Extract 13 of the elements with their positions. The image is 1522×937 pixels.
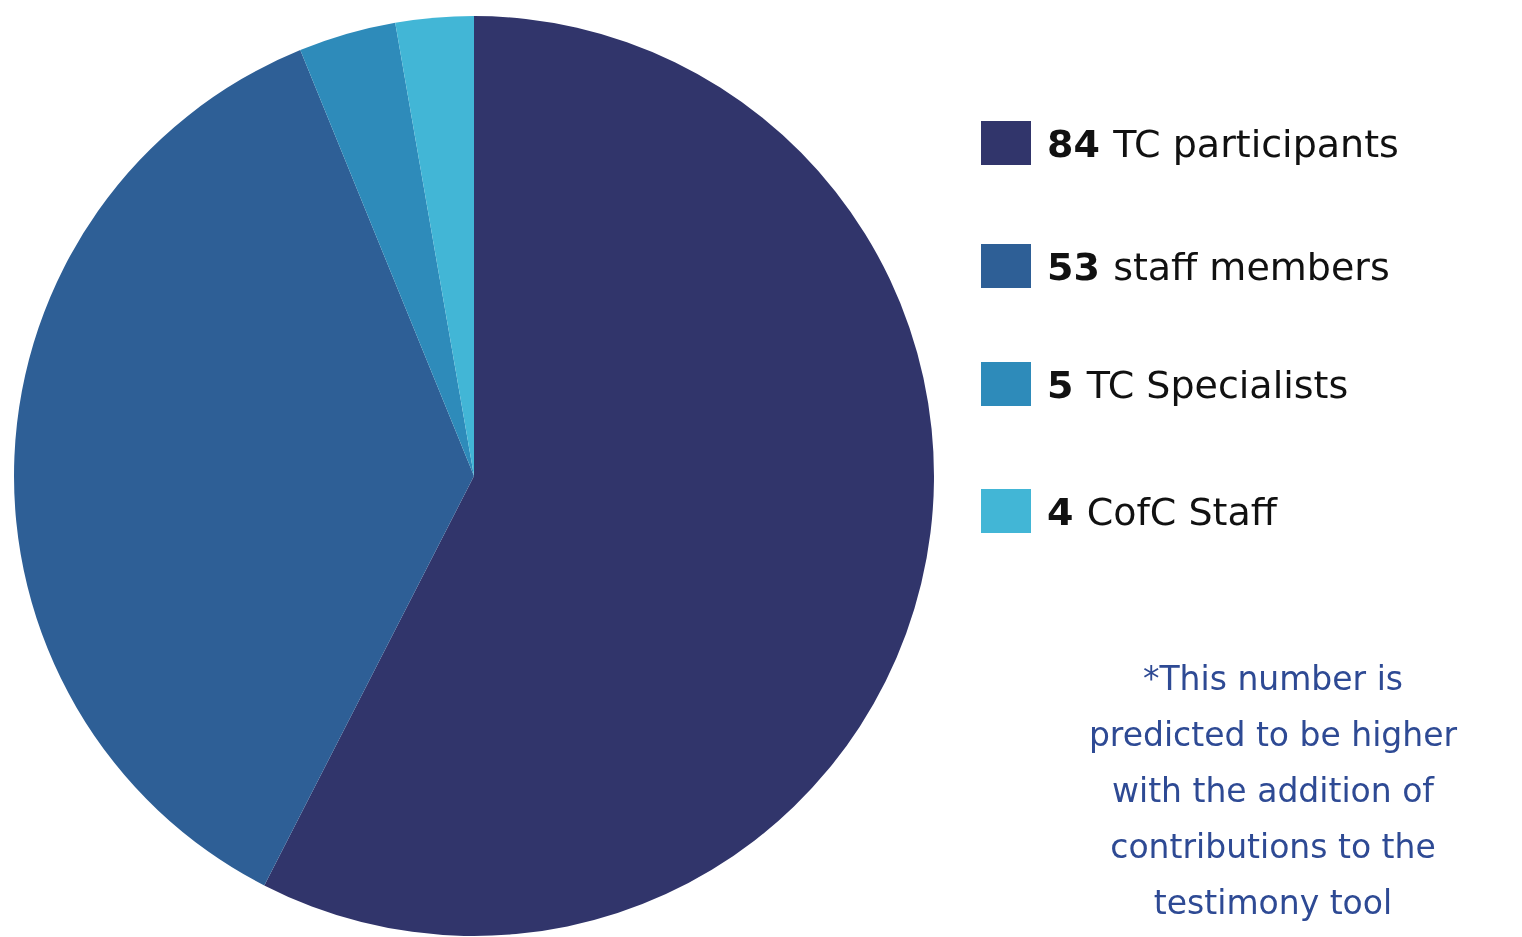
pie-slice — [395, 16, 474, 476]
legend-label: CofC Staff — [1086, 490, 1278, 534]
data-label: 53 — [1047, 245, 1114, 289]
data-label: 5 — [1047, 363, 1087, 407]
legend-label: TC Specialists — [1085, 363, 1349, 407]
pie-slice — [300, 22, 474, 476]
data-label: 4 — [1047, 490, 1087, 534]
legend-label: staff members — [1113, 245, 1390, 289]
pie-slice — [264, 16, 934, 936]
text: *This number is predicted to be higher with the addition of contributions to the testimony tool — [1088, 659, 1458, 922]
data-label: 84 — [1047, 122, 1114, 166]
pie-slice — [14, 50, 474, 886]
legend-label: TC participants — [1112, 122, 1399, 166]
